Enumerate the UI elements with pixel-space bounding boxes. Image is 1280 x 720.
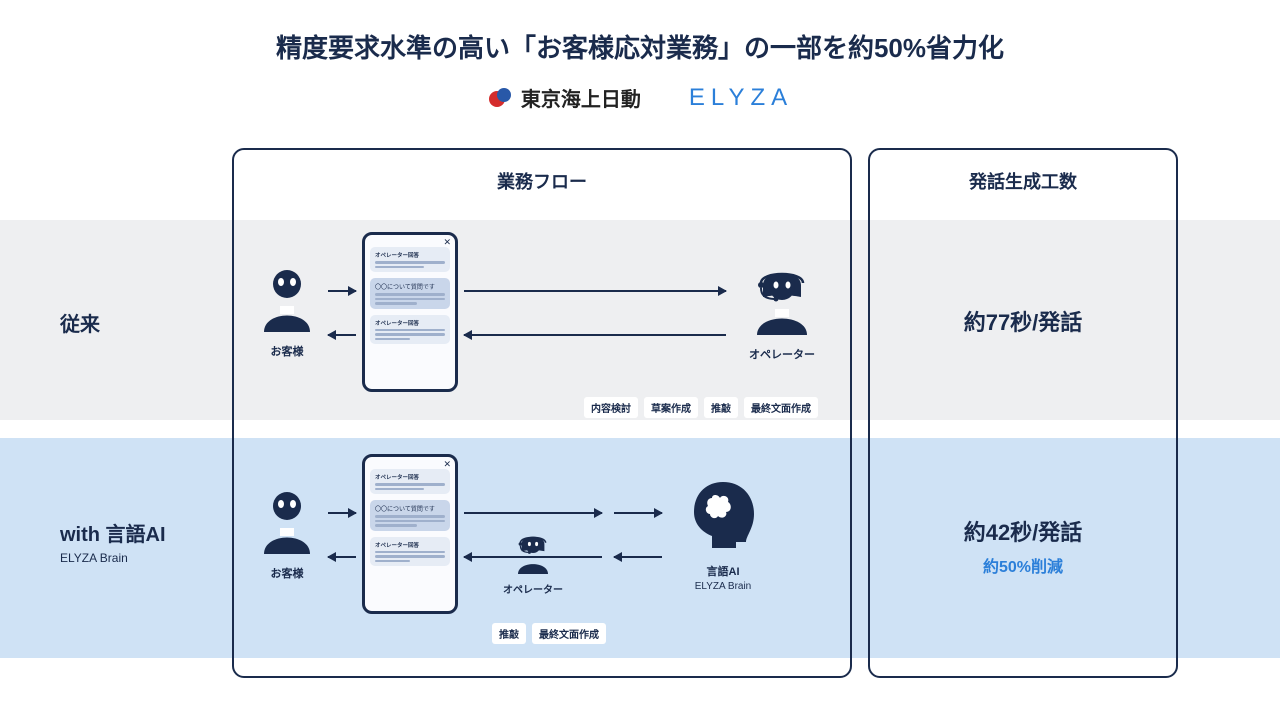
customer-actor: お客様 [252,266,322,359]
flow-row-ai: お客様 ✕ オペレーター回答 〇〇について質問です オペレーター回答 [252,434,832,634]
person-icon [258,266,316,334]
metric-panel: 発話生成工数 約77秒/発話 約42秒/発話 約50%削減 [868,148,1178,678]
tags-conventional: 内容検討 草案作成 推敲 最終文面作成 [584,397,818,418]
ai-caption: 言語AI [668,563,778,579]
row-label-ai-sub: ELYZA Brain [60,551,220,565]
comparison-grid: 従来 with 言語AI ELYZA Brain 業務フロー お客様 [0,148,1280,688]
flow-panel-header: 業務フロー [234,150,850,208]
tag: 内容検討 [584,397,638,418]
flow-panel: 業務フロー お客様 ✕ オペレーター回答 〇〇について質問 [232,148,852,678]
logo-row: 東京海上日動 ELYZA [0,83,1280,112]
customer-actor: お客様 [252,488,322,581]
arrows-right [458,252,732,372]
tag: 最終文面作成 [744,397,818,418]
tag: 草案作成 [644,397,698,418]
customer-caption: お客様 [252,565,322,581]
tokio-marine-text: 東京海上日動 [521,83,641,112]
row-label-ai-main: with 言語AI [60,518,220,547]
metric-ai: 約42秒/発話 約50%削減 [870,515,1176,577]
row-label-conventional: 従来 [60,308,220,337]
operator-actor: オペレーター [732,263,832,362]
elyza-logo: ELYZA [689,84,793,112]
operator-icon [747,263,817,337]
page-title: 精度要求水準の高い「お客様応対業務」の一部を約50%省力化 [0,0,1280,65]
operator-caption: オペレーター [732,346,832,362]
tag: 推敲 [704,397,738,418]
operator-icon [512,530,554,576]
metric-conventional-value: 約77秒/発話 [870,305,1176,337]
row-label-ai: with 言語AI ELYZA Brain [60,518,220,565]
chat-phone-icon: ✕ オペレーター回答 〇〇について質問です オペレーター回答 [362,454,458,614]
arrows-mid: オペレーター [458,474,608,594]
close-icon: ✕ [443,237,451,248]
metric-ai-value: 約42秒/発話 [870,515,1176,547]
ai-actor: 言語AI ELYZA Brain [668,476,778,592]
operator-small-caption: オペレーター [503,581,563,596]
arrows-left [322,474,362,594]
arrows-right [608,474,668,594]
tags-ai: 推敲 最終文面作成 [492,623,606,644]
metric-panel-header: 発話生成工数 [870,150,1176,208]
tag: 推敲 [492,623,526,644]
close-icon: ✕ [443,459,451,470]
tag: 最終文面作成 [532,623,606,644]
operator-small-actor: オペレーター [503,530,563,596]
customer-caption: お客様 [252,343,322,359]
ai-subcaption: ELYZA Brain [668,581,778,592]
arrows-left [322,252,362,372]
tokio-marine-logo: 東京海上日動 [487,83,641,112]
tokio-marine-mark-icon [487,85,513,111]
metric-conventional: 約77秒/発話 [870,305,1176,337]
metric-ai-reduction: 約50%削減 [870,553,1176,577]
chat-phone-icon: ✕ オペレーター回答 〇〇について質問です オペレーター回答 [362,232,458,392]
flow-row-conventional: お客様 ✕ オペレーター回答 〇〇について質問です オペレーター回答 [252,212,832,412]
ai-brain-icon [684,476,762,554]
person-icon [258,488,316,556]
